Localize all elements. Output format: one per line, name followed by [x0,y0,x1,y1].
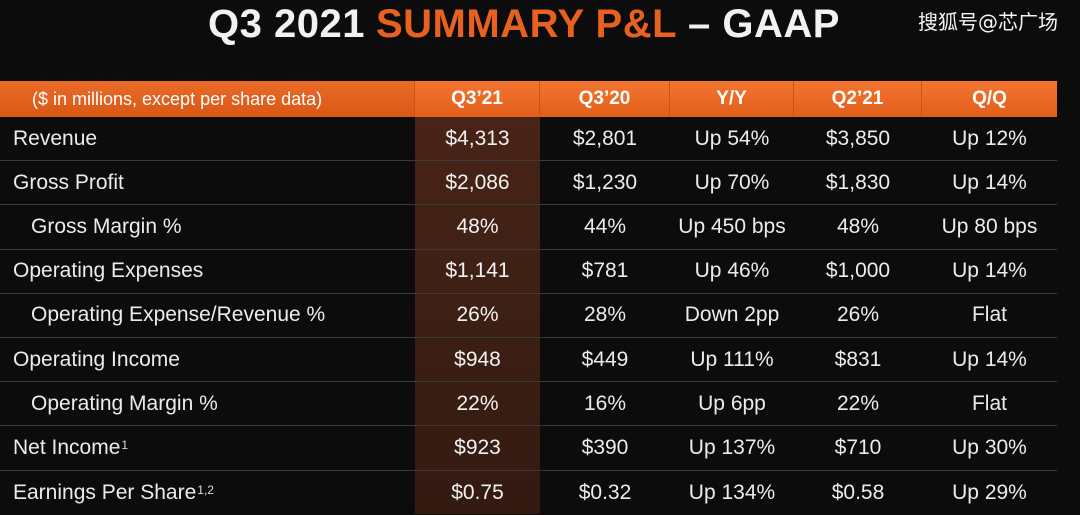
header-yoy: Y/Y [670,81,794,117]
cell-yoy: Up 54% [694,126,770,150]
table-row: Gross Profit $2,086 $1,230 Up 70% $1,830… [0,161,1057,206]
header-q3-20: Q3’20 [540,81,670,117]
cell-q2-21: $831 [834,347,882,371]
header-q2-21: Q2’21 [794,81,922,117]
table-row: Operating Income $948 $449 Up 111% $831 … [0,338,1057,383]
table-header-row: ($ in millions, except per share data) Q… [0,81,1057,117]
cell-q2-21: 22% [836,391,880,415]
summary-pl-table: ($ in millions, except per share data) Q… [0,81,1057,514]
cell-q3-21: 48% [456,214,499,238]
table-row: Revenue $4,313 $2,801 Up 54% $3,850 Up 1… [0,117,1057,162]
cell-yoy: Up 137% [688,435,776,459]
cell-yoy: Up 134% [688,480,776,504]
row-label: Operating Margin % [31,391,218,415]
cell-q3-21: $0.75 [451,480,504,504]
cell-qoq: Flat [971,303,1007,327]
cell-q3-20: $781 [581,259,629,283]
table-row: Operating Margin % 22% 16% Up 6pp 22% Fl… [0,382,1057,427]
row-label: Gross Profit [13,170,124,194]
title-period: Q3 2021 [208,1,365,46]
cell-q3-21: $4,313 [445,126,510,150]
cell-yoy: Up 70% [694,170,770,194]
cell-qoq: Up 80 bps [941,214,1038,238]
row-label: Operating Income [13,347,180,371]
cell-q3-20: $390 [581,435,629,459]
cell-q3-20: 44% [583,214,627,238]
table-row: Operating Expense/Revenue % 26% 28% Down… [0,294,1057,338]
row-label: Operating Expenses [13,259,204,283]
title-summary: SUMMARY P&L [375,1,678,46]
cell-q3-21: $1,141 [445,259,510,283]
cell-qoq: Up 12% [952,126,1027,150]
cell-yoy: Up 46% [694,259,770,283]
table-row: Gross Margin % 48% 44% Up 450 bps 48% Up… [0,205,1057,250]
row-label: Gross Margin % [31,214,182,238]
cell-q3-20: 16% [583,391,627,415]
cell-q3-21: $948 [454,347,501,371]
watermark: 搜狐号@芯广场 [918,10,1058,34]
cell-qoq: Up 14% [952,347,1027,371]
cell-yoy: Up 6pp [698,391,766,415]
cell-qoq: Up 14% [952,170,1027,194]
cell-q2-21: $3,850 [825,126,891,150]
cell-yoy: Down 2pp [684,303,780,327]
cell-qoq: Flat [971,391,1007,415]
cell-q3-20: $0.32 [578,480,632,504]
header-qoq: Q/Q [972,88,1007,109]
row-label: Earnings Per Share [13,480,197,504]
cell-q3-20: $1,230 [572,170,638,194]
slide-title: Q3 2021 SUMMARY P&L – GAAP [208,0,851,52]
cell-yoy: Up 450 bps [678,214,786,238]
row-label: Operating Expense/Revenue % [31,303,326,327]
cell-q2-21: $710 [834,435,882,459]
cell-qoq: Up 29% [952,480,1027,504]
cell-q3-20: $2,801 [572,126,638,150]
cell-qoq: Up 14% [952,259,1027,283]
footnote-marker: 1 [121,437,129,452]
header-units: ($ in millions, except per share data) [0,81,415,117]
cell-q2-21: $1,000 [825,259,891,283]
cell-q3-20: $449 [581,347,629,371]
row-label: Net Income [13,435,121,459]
table-row: Earnings Per Share 1,2 $0.75 $0.32 Up 134… [0,471,1057,515]
header-q3-21: Q3’21 [415,81,540,117]
cell-q3-21: 26% [456,303,499,327]
current-quarter-highlight [415,81,540,514]
cell-q3-21: 22% [456,391,499,415]
cell-q2-21: 26% [836,303,880,327]
title-gaap: – GAAP [688,1,840,46]
table-row: Net Income 1 $923 $390 Up 137% $710 Up 30… [0,426,1057,471]
cell-qoq: Up 30% [952,435,1027,459]
footnote-marker: 1,2 [197,482,214,497]
cell-yoy: Up 111% [690,347,774,371]
cell-q3-21: $923 [454,435,501,459]
cell-q2-21: $0.58 [831,480,885,504]
row-label: Revenue [13,126,98,150]
cell-q3-20: 28% [583,303,627,327]
table-row: Operating Expenses $1,141 $781 Up 46% $1… [0,250,1057,294]
cell-q2-21: 48% [836,214,880,238]
cell-q2-21: $1,830 [825,170,891,194]
cell-q3-21: $2,086 [445,170,510,194]
